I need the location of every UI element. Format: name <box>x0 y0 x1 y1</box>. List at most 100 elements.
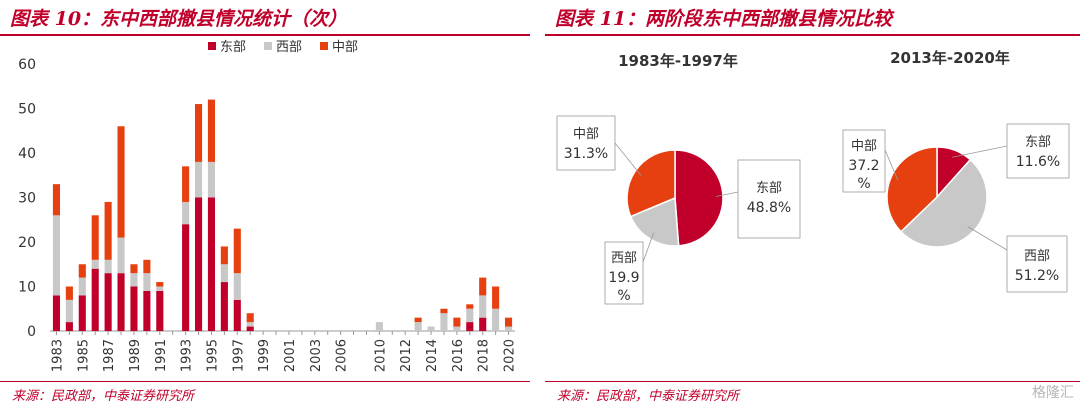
bar-segment-1995-东部 <box>207 197 216 331</box>
x-tick-label: 1985 <box>76 339 91 372</box>
bar-segment-1996-东部 <box>220 282 228 331</box>
pie-slice-西部 <box>629 196 680 247</box>
legend-label: 西部 <box>276 40 302 55</box>
bar-segment-1983-中部 <box>52 184 61 216</box>
bar-segment-2018-东部 <box>479 317 487 331</box>
pie-label-value: 51.2% <box>1015 268 1059 284</box>
x-tick-label: 2014 <box>425 339 440 372</box>
figure-11-source: 来源：民政部，中泰证券研究所 <box>557 389 740 404</box>
pie-label-value-line: 48.8% <box>747 200 791 216</box>
pie-label-box <box>842 129 886 193</box>
bar-segment-1996-西部 <box>220 264 228 283</box>
figure-11-title: 图表 11：两阶段东中西部撤县情况比较 <box>555 8 893 30</box>
bar-segment-1997-中部 <box>233 228 241 274</box>
source-divider <box>545 381 1080 382</box>
bar-segment-2017-东部 <box>466 322 474 331</box>
source-divider <box>0 381 530 382</box>
bar-segment-1994-西部 <box>194 161 203 198</box>
bar-segment-1986-西部 <box>91 259 99 269</box>
leader-line <box>642 232 655 263</box>
pie-label-box <box>1006 235 1068 293</box>
x-tick-label: 1999 <box>257 339 272 372</box>
y-tick-label: 50 <box>18 102 36 118</box>
figure-10-title: 图表 10：东中西部撤县情况统计（次） <box>10 8 348 30</box>
leader-line <box>884 149 899 181</box>
bar-segment-1993-中部 <box>182 166 190 202</box>
bar-segment-1991-西部 <box>156 286 164 291</box>
leader-line <box>967 226 1008 251</box>
pie-label-value-line: % <box>857 176 870 192</box>
pie-label-name: 东部 <box>1025 135 1051 150</box>
bar-segment-1986-东部 <box>91 268 99 331</box>
title-divider <box>545 34 1080 36</box>
x-tick-label: 1995 <box>205 339 220 372</box>
pie-label-box <box>556 115 616 171</box>
bar-segment-1990-中部 <box>143 259 151 274</box>
x-tick-label: 2018 <box>477 339 492 372</box>
bar-segment-1988-西部 <box>117 237 125 274</box>
bar-segment-1983-西部 <box>52 215 61 296</box>
bar-segment-2017-西部 <box>466 308 474 323</box>
pie-title: 2013年-2020年 <box>890 49 1010 67</box>
y-tick-label: 60 <box>18 57 36 73</box>
bar-segment-1985-西部 <box>78 277 86 296</box>
pie-label-box <box>1006 123 1070 179</box>
y-tick-label: 0 <box>27 324 36 340</box>
bar-segment-1987-东部 <box>104 273 112 331</box>
bar-segment-1988-东部 <box>117 273 125 331</box>
pie-label-value: 37.2% <box>848 158 879 192</box>
bar-segment-2010-西部 <box>375 322 383 331</box>
x-tick-label: 1987 <box>102 339 117 372</box>
bar-segment-1989-东部 <box>130 286 138 331</box>
bar-segment-2014-西部 <box>427 326 435 331</box>
pie-label-name: 中部 <box>573 127 599 142</box>
figure-10-panel: 图表 10：东中西部撤县情况统计（次） 0 10 20 30 40 50 60 1983 198… <box>0 0 530 407</box>
bar-segment-1985-东部 <box>78 295 86 331</box>
x-tick-label: 2001 <box>283 339 298 372</box>
pie-label-value: 11.6% <box>1016 154 1060 170</box>
pie-label-name: 东部 <box>756 181 782 196</box>
figure-11-panel: 图表 11：两阶段东中西部撤县情况比较 1983年-1997年东部 48.8% 西部… <box>545 0 1080 407</box>
pie-label-value-line: 31.3% <box>564 146 608 162</box>
pie-label-value-line: 19.9 <box>608 270 639 286</box>
bar-segment-1994-东部 <box>194 197 203 331</box>
bar-segment-1995-西部 <box>207 161 216 198</box>
x-tick-label: 2020 <box>503 339 518 372</box>
bar-segment-1986-中部 <box>91 215 99 260</box>
bar-segment-1984-中部 <box>65 286 73 300</box>
pie-label-value-line: 51.2% <box>1015 268 1059 284</box>
bar-segment-2018-中部 <box>479 277 487 296</box>
bar-segment-1983-东部 <box>52 295 61 331</box>
y-tick-label: 10 <box>18 280 36 296</box>
bar-segment-1989-西部 <box>130 273 138 287</box>
bar-segment-1991-中部 <box>156 282 164 287</box>
y-tick-label: 30 <box>18 191 36 207</box>
bar-segment-1984-东部 <box>65 322 73 331</box>
bar-segment-1994-中部 <box>194 104 203 162</box>
pie-label-name: 中部 <box>851 139 877 154</box>
pie-title: 1983年-1997年 <box>618 52 738 70</box>
bar-segment-1997-东部 <box>233 299 241 331</box>
pie-label-value: 19.9% <box>608 270 639 304</box>
pie-label-value: 48.8% <box>747 200 791 216</box>
bar-segment-1997-西部 <box>233 273 241 300</box>
x-tick-label: 1991 <box>154 339 169 372</box>
leader-line <box>952 145 1008 158</box>
pie-label-name: 西部 <box>611 251 637 266</box>
pie-label-box <box>737 159 801 239</box>
bar-segment-1985-中部 <box>78 264 86 278</box>
bar-segment-1993-西部 <box>182 201 190 225</box>
pie-slice-中部 <box>626 149 676 218</box>
legend-label: 东部 <box>220 40 246 55</box>
bar-segment-2020-西部 <box>504 326 513 331</box>
x-tick-label: 1989 <box>128 339 143 372</box>
bar-segment-2018-西部 <box>479 295 487 318</box>
pie-label-name: 西部 <box>1024 249 1050 264</box>
bar-segment-1990-东部 <box>143 290 151 331</box>
pie-slice-东部 <box>674 149 724 247</box>
bar-segment-1988-中部 <box>117 126 125 238</box>
pie-label-box <box>604 241 644 305</box>
bar-segment-1987-西部 <box>104 259 112 274</box>
bar-segment-2016-西部 <box>453 326 461 331</box>
